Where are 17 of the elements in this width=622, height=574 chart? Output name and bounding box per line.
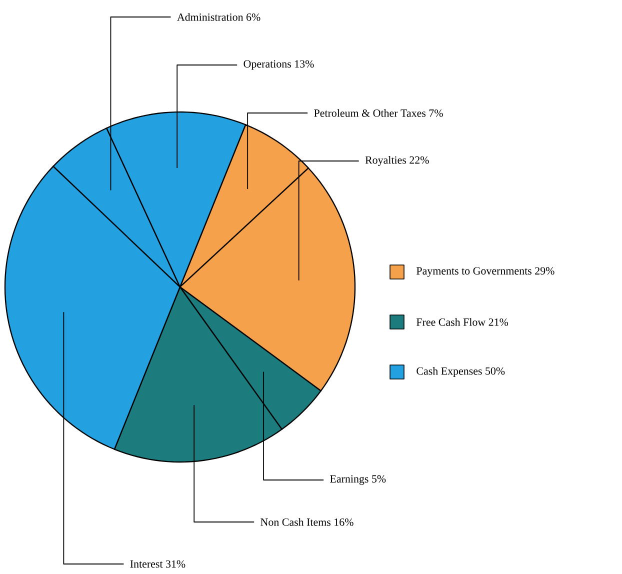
data-label: 16% [334, 518, 354, 526]
slice-label: Interest [130, 560, 163, 568]
slice-label: Non Cash Items [260, 518, 330, 526]
slice-label: Administration [177, 13, 244, 21]
data-label: 13% [295, 60, 314, 68]
slice-label: Royalties [365, 156, 406, 166]
slice-label: Petroleum & Other Taxes [314, 109, 426, 117]
data-label: 7% [429, 109, 443, 117]
data-label: 5% [372, 475, 386, 483]
data-label: 22% [410, 156, 429, 164]
category-label: Cash Expenses 50% [416, 367, 505, 377]
slice-label: Earnings [330, 475, 368, 485]
data-label: 31% [166, 560, 186, 568]
category-label: Payments to Governments 29% [416, 267, 554, 277]
data-label: 6% [246, 13, 260, 21]
slice-label: Operations [244, 60, 291, 70]
category-label: Free Cash Flow 21% [416, 318, 508, 326]
